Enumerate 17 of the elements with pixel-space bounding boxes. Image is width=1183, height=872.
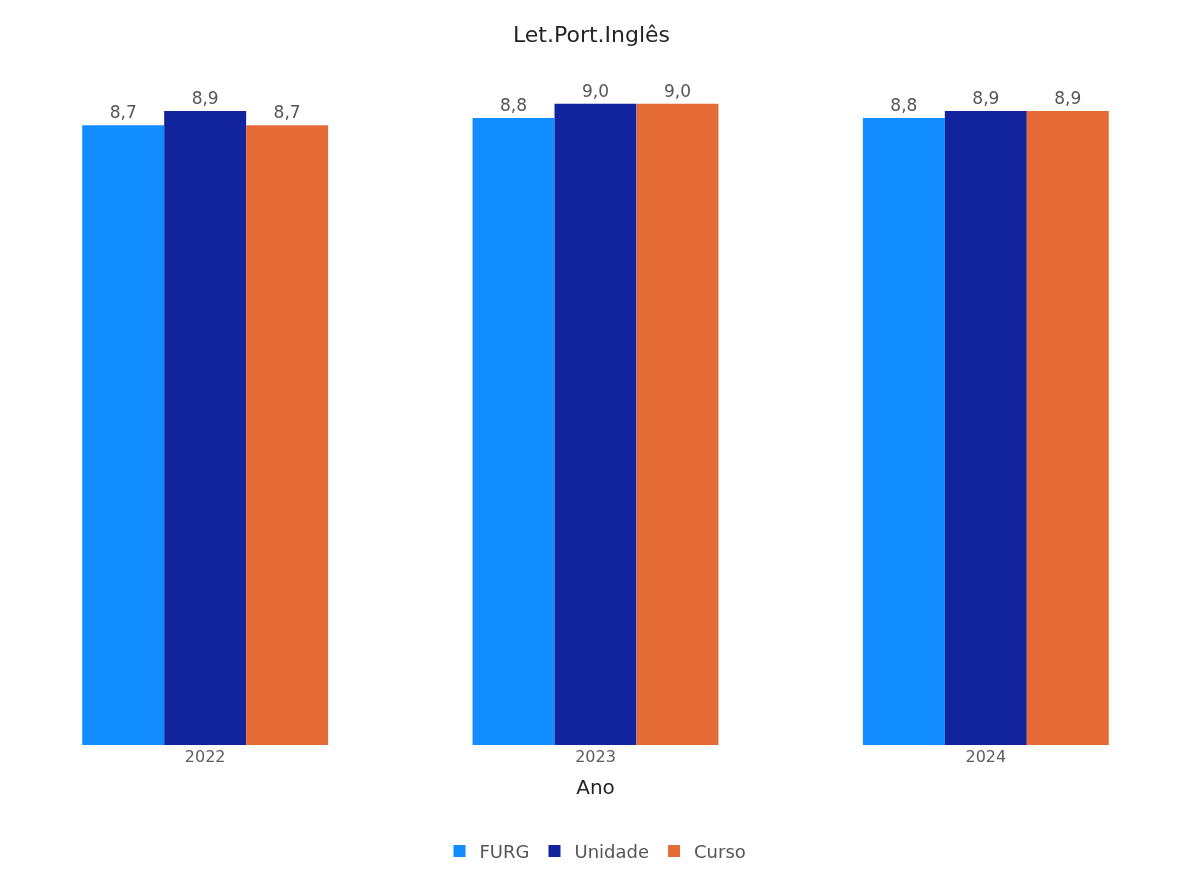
data-label: 8,9: [191, 87, 219, 108]
data-label: 8,9: [1054, 87, 1082, 108]
x-axis-title: Ano: [576, 774, 615, 799]
data-label: 8,7: [109, 102, 137, 123]
data-label: 8,7: [273, 102, 301, 123]
chart-title: Let.Port.Inglês: [512, 21, 671, 47]
data-label: 8,8: [890, 95, 918, 115]
data-label: 9,0: [581, 80, 610, 101]
legend-label: Unidade: [574, 840, 650, 862]
legend-label: FURG: [479, 840, 530, 862]
data-label: 8,8: [500, 95, 528, 115]
x-tick-label: 2022: [184, 747, 226, 766]
x-tick-label: 2023: [575, 747, 616, 766]
x-tick-label: 2024: [965, 747, 1007, 766]
data-label: 8,9: [972, 87, 1000, 108]
data-label: 9,0: [663, 80, 691, 101]
legend-label: Curso: [694, 840, 746, 862]
